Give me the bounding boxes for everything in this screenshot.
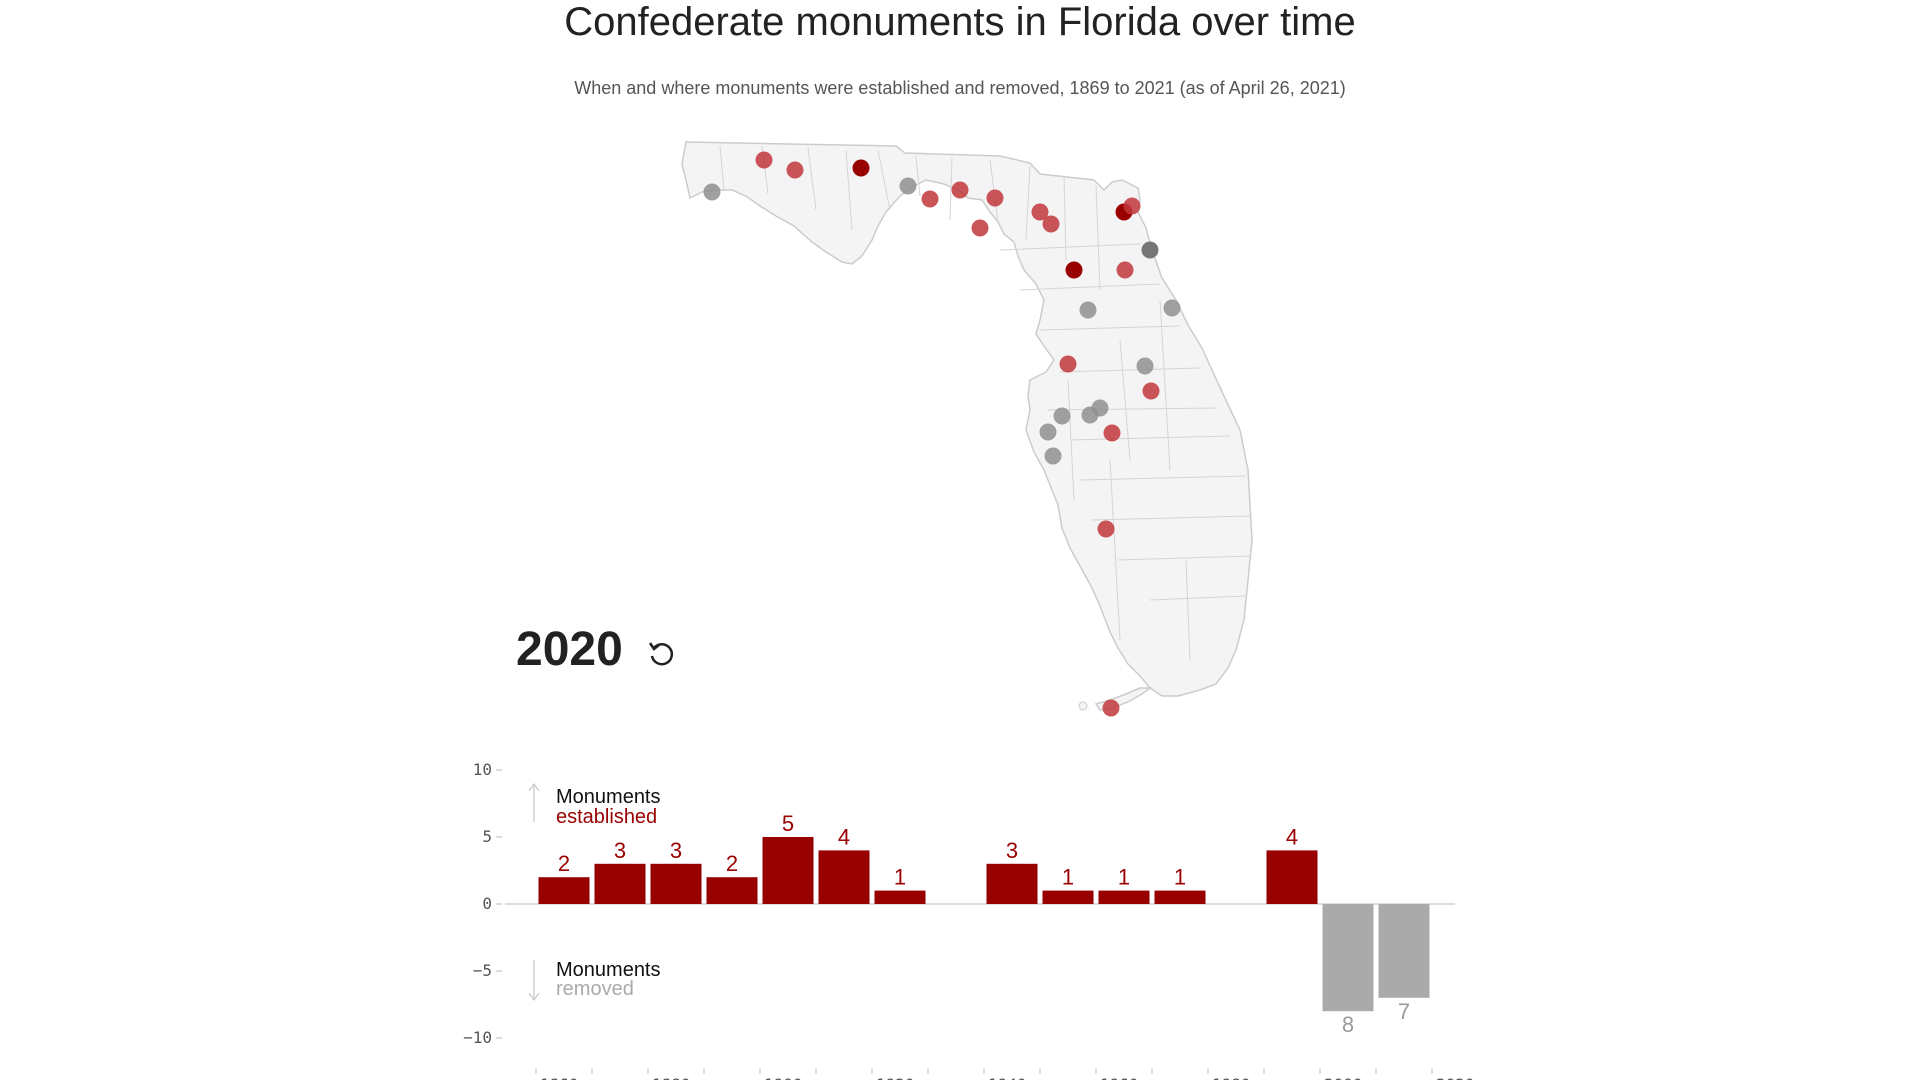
bar-value-label: 5 [782, 811, 794, 836]
bar-value-label: 2 [558, 851, 570, 876]
monument-dot-established[interactable] [1116, 261, 1134, 279]
x-tick-label: 2000s [1324, 1075, 1372, 1080]
bar-value-label: 1 [894, 865, 906, 890]
monument-dot-established[interactable] [1065, 261, 1083, 279]
x-tick-label: 1880s [652, 1075, 700, 1080]
monument-dot-established[interactable] [986, 189, 1004, 207]
monument-dot-established[interactable] [1031, 203, 1049, 221]
y-axis: 10 5 0 −5 −10 [463, 760, 502, 1047]
legend-established-line2: established [556, 806, 657, 828]
bar-established[interactable] [762, 837, 814, 904]
monument-dot-removed[interactable] [1141, 241, 1159, 259]
bars: 2 3 3 2 5 4 1 3 1 1 1 4 8 7 [538, 811, 1430, 1037]
monument-dots [703, 151, 1181, 717]
legend-removed-line2: removed [556, 978, 634, 1000]
bar-established[interactable] [874, 890, 926, 904]
monument-dot-removed[interactable] [899, 177, 917, 195]
legend-removed-line1: Monuments [556, 959, 661, 981]
y-tick-label: 0 [482, 894, 492, 913]
monument-dot-established[interactable] [1123, 197, 1141, 215]
monument-dot-removed[interactable] [1039, 423, 1057, 441]
bar-established[interactable] [986, 863, 1038, 904]
keys-island [1078, 701, 1088, 711]
monument-dot-established[interactable] [971, 219, 989, 237]
bar-value-label: 3 [670, 838, 682, 863]
monument-dot-removed[interactable] [1163, 299, 1181, 317]
x-tick-label: 2020s [1436, 1075, 1484, 1080]
bar-value-label: 1 [1118, 865, 1130, 890]
x-tick-label: 1900s [764, 1075, 812, 1080]
legend-down-arrow-icon [528, 992, 540, 1001]
x-tick-label: 1980s [1212, 1075, 1260, 1080]
monument-dot-removed[interactable] [1079, 301, 1097, 319]
legend-removed: Monuments removed [528, 959, 661, 1001]
monument-dot-established[interactable] [1042, 215, 1060, 233]
x-tick-label: 1860s [540, 1075, 588, 1080]
chart-title: Confederate monuments in Florida over ti… [564, 0, 1356, 44]
bar-value-label: 4 [838, 824, 850, 849]
x-axis: 1860s 1880s 1900s 1920s 1940s 1960s 1980s 2000s… [535, 1068, 1484, 1080]
monument-dot-established[interactable] [1097, 520, 1115, 538]
y-tick-label: 5 [482, 827, 492, 846]
legend-established-line1: Monuments [556, 786, 661, 808]
bar-value-label: 7 [1398, 999, 1410, 1024]
florida-state-shape [681, 141, 1253, 697]
bar-established[interactable] [1154, 890, 1206, 904]
x-tick-label: 1960s [1100, 1075, 1148, 1080]
bar-removed[interactable] [1378, 904, 1430, 998]
monument-dot-removed[interactable] [703, 183, 721, 201]
bar-value-label: 3 [1006, 838, 1018, 863]
monument-dot-removed[interactable] [1091, 399, 1109, 417]
bar-value-label: 8 [1342, 1012, 1354, 1037]
monument-dot-established[interactable] [755, 151, 773, 169]
monument-dot-established[interactable] [1142, 382, 1160, 400]
bar-established[interactable] [650, 863, 702, 904]
bar-established[interactable] [706, 877, 758, 904]
bar-established[interactable] [1266, 850, 1318, 904]
legend-established: Monuments established [528, 783, 661, 828]
bar-established[interactable] [538, 877, 590, 904]
bar-established[interactable] [1098, 890, 1150, 904]
monument-dot-removed[interactable] [1136, 357, 1154, 375]
monument-dot-established[interactable] [1103, 424, 1121, 442]
monument-dot-established[interactable] [1059, 355, 1077, 373]
monument-dot-established[interactable] [951, 181, 969, 199]
legend-up-arrow-icon [528, 783, 540, 792]
monument-dot-removed[interactable] [1053, 407, 1071, 425]
bar-established[interactable] [594, 863, 646, 904]
y-tick-label: −5 [473, 961, 492, 980]
chart-subtitle: When and where monuments were establishe… [574, 78, 1346, 98]
x-tick-label: 1920s [876, 1075, 924, 1080]
bar-value-label: 1 [1174, 865, 1186, 890]
monument-dot-removed[interactable] [1044, 447, 1062, 465]
monument-dot-established[interactable] [786, 161, 804, 179]
bar-value-label: 4 [1286, 824, 1298, 849]
y-tick-label: 10 [473, 760, 492, 779]
replay-icon[interactable] [642, 634, 682, 674]
bar-established[interactable] [1042, 890, 1094, 904]
bar-value-label: 1 [1062, 865, 1074, 890]
monument-dot-established[interactable] [852, 159, 870, 177]
bar-removed[interactable] [1322, 904, 1374, 1012]
bar-value-label: 2 [726, 851, 738, 876]
monument-dot-established[interactable] [1102, 699, 1120, 717]
bar-value-label: 3 [614, 838, 626, 863]
current-year-label: 2020 [516, 623, 623, 676]
monument-dot-established[interactable] [921, 190, 939, 208]
bar-established[interactable] [818, 850, 870, 904]
y-tick-label: −10 [463, 1028, 492, 1047]
x-tick-label: 1940s [988, 1075, 1036, 1080]
